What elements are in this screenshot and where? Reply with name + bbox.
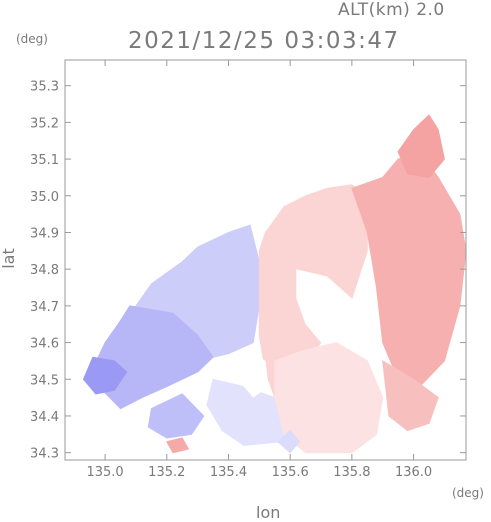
y-tick-label: 35.2 <box>30 116 59 131</box>
y-unit-label: (deg) <box>16 32 48 46</box>
y-tick-label: 34.9 <box>30 226 59 241</box>
timestamp-title: 2021/12/25 03:03:47 <box>128 28 400 54</box>
velocity-region-negative-1 <box>92 305 214 410</box>
velocity-region-positive-8 <box>397 114 445 178</box>
y-tick-label: 35.1 <box>30 153 59 168</box>
velocity-region-positive-6 <box>274 342 384 454</box>
x-tick-label: 135.2 <box>148 465 185 480</box>
y-tick-label: 34.5 <box>30 373 59 388</box>
no-data-gap-0 <box>296 269 352 343</box>
data-layer <box>82 114 466 454</box>
x-tick-label: 135.8 <box>333 465 370 480</box>
velocity-region-positive-9 <box>382 359 439 432</box>
plot-frame <box>64 59 467 461</box>
x-unit-label: (deg) <box>452 486 484 500</box>
y-tick-label: 34.3 <box>30 447 59 462</box>
velocity-region-negative-2 <box>82 356 128 395</box>
y-tick-label: 35.0 <box>30 190 59 205</box>
y-tick-label: 34.8 <box>30 263 59 278</box>
x-tick-label: 135.6 <box>272 465 309 480</box>
velocity-region-negative-4 <box>147 393 205 439</box>
velocity-region-negative-11 <box>277 429 301 454</box>
y-tick-label: 34.6 <box>30 337 59 352</box>
x-axis-label: lon <box>256 503 281 522</box>
y-tick-label: 34.4 <box>30 410 59 425</box>
no-data-gap-1 <box>237 349 269 398</box>
velocity-region-positive-10 <box>166 437 190 454</box>
x-tick-label: 136.0 <box>395 465 432 480</box>
x-tick-label: 135.0 <box>86 465 123 480</box>
y-tick-label: 34.7 <box>30 300 59 315</box>
altitude-label: ALT(km) 2.0 <box>338 0 445 20</box>
y-tick-label: 35.3 <box>30 80 59 95</box>
velocity-region-positive-7 <box>351 151 466 388</box>
x-tick-label: 135.4 <box>210 465 247 480</box>
